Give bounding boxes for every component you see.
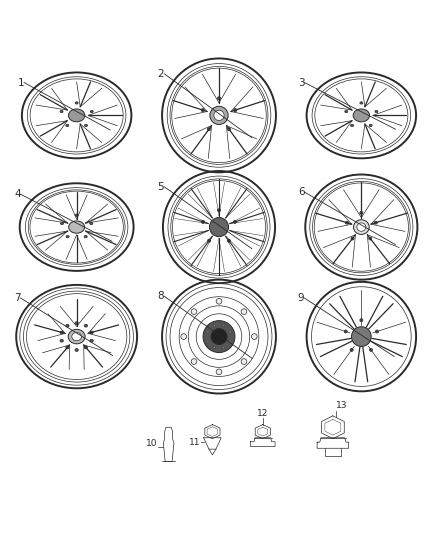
Ellipse shape <box>60 110 63 112</box>
Ellipse shape <box>66 124 69 127</box>
Ellipse shape <box>370 349 372 351</box>
Ellipse shape <box>68 329 85 344</box>
Text: 1: 1 <box>18 77 24 87</box>
Ellipse shape <box>360 212 363 214</box>
Ellipse shape <box>68 109 85 122</box>
Ellipse shape <box>66 324 69 327</box>
Ellipse shape <box>213 346 215 349</box>
Text: 5: 5 <box>158 182 164 192</box>
Ellipse shape <box>90 340 93 342</box>
Ellipse shape <box>360 319 363 321</box>
Ellipse shape <box>217 209 221 212</box>
Ellipse shape <box>223 346 225 349</box>
Ellipse shape <box>213 325 215 327</box>
Text: 6: 6 <box>298 187 304 197</box>
Ellipse shape <box>346 221 349 224</box>
Ellipse shape <box>350 124 353 127</box>
Ellipse shape <box>66 346 69 349</box>
Ellipse shape <box>207 331 209 333</box>
Ellipse shape <box>251 334 257 340</box>
Ellipse shape <box>216 369 222 375</box>
Ellipse shape <box>241 359 247 365</box>
Text: 2: 2 <box>158 69 164 79</box>
Text: 12: 12 <box>257 409 268 418</box>
Text: 7: 7 <box>14 293 21 303</box>
Ellipse shape <box>201 220 205 223</box>
Ellipse shape <box>72 333 81 341</box>
Ellipse shape <box>90 331 93 334</box>
Ellipse shape <box>233 220 237 223</box>
Ellipse shape <box>84 324 88 327</box>
Ellipse shape <box>229 340 231 342</box>
Ellipse shape <box>350 349 353 351</box>
Text: 4: 4 <box>14 189 21 199</box>
Ellipse shape <box>369 124 372 127</box>
Ellipse shape <box>216 298 222 304</box>
Ellipse shape <box>357 223 366 231</box>
Ellipse shape <box>207 340 209 342</box>
Ellipse shape <box>344 330 347 333</box>
Ellipse shape <box>191 359 197 365</box>
Text: 3: 3 <box>298 77 304 87</box>
Ellipse shape <box>217 97 221 100</box>
Ellipse shape <box>75 102 78 104</box>
Text: 8: 8 <box>158 291 164 301</box>
Ellipse shape <box>345 110 348 112</box>
Text: 10: 10 <box>146 439 158 448</box>
Ellipse shape <box>203 321 235 352</box>
Ellipse shape <box>60 340 64 342</box>
Ellipse shape <box>353 220 369 235</box>
Ellipse shape <box>375 330 378 333</box>
Ellipse shape <box>90 222 93 224</box>
Ellipse shape <box>201 109 204 112</box>
Ellipse shape <box>241 309 247 314</box>
Ellipse shape <box>223 325 225 327</box>
Text: 13: 13 <box>336 401 348 410</box>
Ellipse shape <box>75 214 78 216</box>
Ellipse shape <box>208 239 211 242</box>
Ellipse shape <box>210 106 228 125</box>
Ellipse shape <box>353 109 370 122</box>
Ellipse shape <box>211 329 227 344</box>
Ellipse shape <box>360 102 363 104</box>
Ellipse shape <box>181 334 187 340</box>
Text: 9: 9 <box>298 293 304 303</box>
Ellipse shape <box>208 127 211 131</box>
Ellipse shape <box>90 110 93 112</box>
Ellipse shape <box>85 124 88 127</box>
Ellipse shape <box>234 109 237 112</box>
Ellipse shape <box>374 221 377 224</box>
Ellipse shape <box>75 322 78 325</box>
Ellipse shape <box>69 221 85 233</box>
Ellipse shape <box>214 110 224 120</box>
Ellipse shape <box>84 346 88 349</box>
Ellipse shape <box>75 349 78 351</box>
Ellipse shape <box>369 237 372 240</box>
Ellipse shape <box>227 239 230 242</box>
Ellipse shape <box>60 222 64 224</box>
Ellipse shape <box>227 127 230 131</box>
Ellipse shape <box>375 110 378 112</box>
Ellipse shape <box>351 327 371 346</box>
Ellipse shape <box>351 237 354 240</box>
Ellipse shape <box>66 236 69 238</box>
Ellipse shape <box>191 309 197 314</box>
Text: 11: 11 <box>189 438 200 447</box>
Ellipse shape <box>229 331 231 333</box>
Ellipse shape <box>60 331 64 334</box>
Ellipse shape <box>84 236 87 238</box>
Ellipse shape <box>209 217 229 237</box>
